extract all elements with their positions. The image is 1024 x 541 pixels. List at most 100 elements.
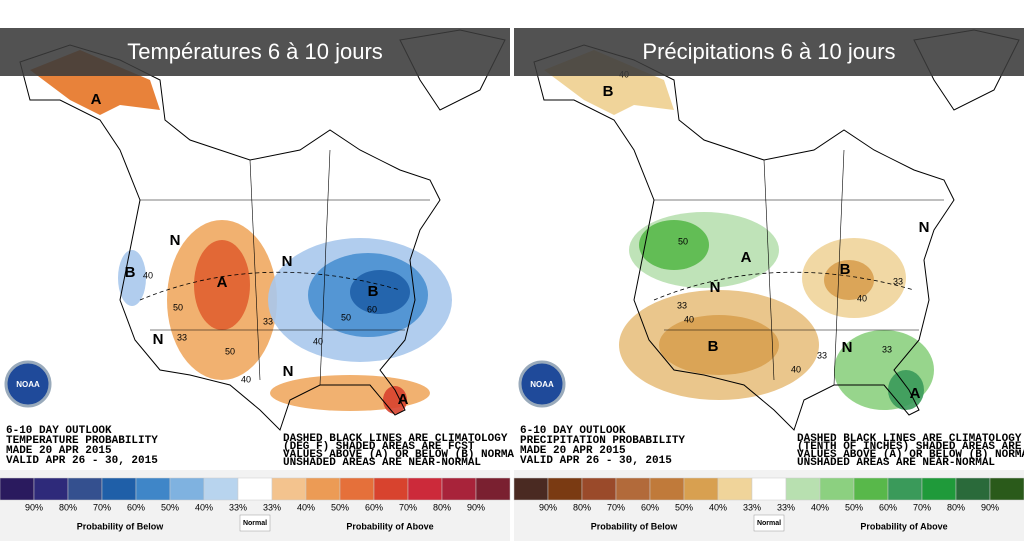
map-label: B xyxy=(708,338,719,355)
forecast-area xyxy=(194,240,250,330)
logo-text: NOAA xyxy=(16,380,40,389)
outlook-text: MADE 20 APR 2015 xyxy=(520,445,626,457)
panel: A A B B A N N N N 40 50 33 50 40 50 60 40 33 Températures … xyxy=(0,28,522,541)
legend-label: 60% xyxy=(127,502,145,512)
forecast-area xyxy=(824,260,874,300)
legend-label: 33% xyxy=(777,502,795,512)
note-text: (DEG F) SHADED AREAS ARE FCST xyxy=(283,441,475,453)
border xyxy=(319,149,331,386)
note-text: DASHED BLACK LINES ARE CLIMATOLOGY xyxy=(797,433,1022,445)
map-label: N xyxy=(919,219,930,236)
legend-swatch xyxy=(305,477,341,501)
legend-swatch xyxy=(717,477,753,501)
map-label: 50 xyxy=(173,302,183,312)
border xyxy=(833,149,845,386)
map-label: 33 xyxy=(177,332,187,342)
legend-caption: Normal xyxy=(757,520,781,527)
coastline xyxy=(533,44,955,431)
coastline xyxy=(19,44,441,431)
legend-label: 70% xyxy=(93,502,111,512)
map-label: N xyxy=(842,339,853,356)
title-banner xyxy=(514,28,1024,76)
legend-label: 80% xyxy=(573,502,591,512)
border xyxy=(249,159,261,381)
legend-label: 90% xyxy=(25,502,43,512)
map-label: B xyxy=(125,264,136,281)
outlook-text: MADE 20 APR 2015 xyxy=(6,445,112,457)
legend-swatch xyxy=(955,477,991,501)
map-label: 40 xyxy=(857,293,867,303)
title: Précipitations 6 à 10 jours xyxy=(642,39,895,64)
outlook-text: PRECIPITATION PROBABILITY xyxy=(520,435,685,447)
forecast-area xyxy=(659,315,779,375)
climatology-line xyxy=(653,271,915,301)
legend-swatch xyxy=(237,477,273,501)
map-label: N xyxy=(170,232,181,249)
legend-swatch xyxy=(169,477,205,501)
legend-swatch xyxy=(751,477,787,501)
map-label: 40 xyxy=(241,374,251,384)
legend-label: 70% xyxy=(399,502,417,512)
legend-label: 40% xyxy=(811,502,829,512)
forecast-area xyxy=(350,270,410,314)
map-label: 40 xyxy=(791,364,801,374)
map-label: 33 xyxy=(817,350,827,360)
legend-caption: Probability of Above xyxy=(346,521,433,531)
map-label: 60 xyxy=(367,304,377,314)
legend-label: 33% xyxy=(263,502,281,512)
legend-swatch xyxy=(339,477,375,501)
note-text: DASHED BLACK LINES ARE CLIMATOLOGY xyxy=(283,433,508,445)
legend-label: 60% xyxy=(365,502,383,512)
legend-label: 40% xyxy=(709,502,727,512)
map-label: N xyxy=(710,279,721,296)
map-label: N xyxy=(283,363,294,380)
legend-swatch xyxy=(853,477,889,501)
legend-caption: Normal xyxy=(243,520,267,527)
legend-swatch xyxy=(989,477,1024,501)
legend-caption: Probability of Above xyxy=(860,521,947,531)
legend-swatch xyxy=(615,477,651,501)
map-label: 33 xyxy=(882,344,892,354)
note-text: (TENTH OF INCHES) SHADED AREAS ARE FCST xyxy=(797,441,1024,453)
logo xyxy=(4,360,52,408)
legend-caption: Probability of Below xyxy=(591,521,679,531)
map-label: 50 xyxy=(225,346,235,356)
note-text: UNSHADED AREAS ARE NEAR-NORMAL xyxy=(283,457,481,469)
map-label: 40 xyxy=(143,270,153,280)
panel: B40ABBANNN4033504040333333Précipitations… xyxy=(513,0,1024,541)
map-label: 33 xyxy=(263,316,273,326)
legend-label: 60% xyxy=(641,502,659,512)
legend-swatch xyxy=(513,477,549,501)
legend-label: 33% xyxy=(229,502,247,512)
logo xyxy=(518,360,566,408)
legend-swatch xyxy=(0,477,35,501)
legend-caption: Probability of Below xyxy=(77,521,165,531)
map-label: 40 xyxy=(313,336,323,346)
normal-box xyxy=(239,514,271,532)
legend-swatch xyxy=(101,477,137,501)
forecast-area xyxy=(639,220,709,270)
outlook-text: 6-10 DAY OUTLOOK xyxy=(6,425,112,437)
legend-label: 50% xyxy=(161,502,179,512)
normal-box xyxy=(753,514,785,532)
legend-swatch xyxy=(475,477,511,501)
map-label: B xyxy=(603,83,614,100)
legend-swatch xyxy=(683,477,719,501)
legend-swatch xyxy=(649,477,685,501)
legend-swatch xyxy=(271,477,307,501)
legend-label: 50% xyxy=(675,502,693,512)
outlook-text: VALID APR 26 - 30, 2015 xyxy=(6,455,158,467)
map-label: B xyxy=(840,261,851,278)
legend-label: 33% xyxy=(743,502,761,512)
map-label: A xyxy=(910,385,921,402)
outlook-text: VALID APR 26 - 30, 2015 xyxy=(520,455,672,467)
map-label: 33 xyxy=(677,300,687,310)
note-text: VALUES ABOVE (A) OR BELOW (B) NORMAL xyxy=(283,449,521,461)
legend-swatch xyxy=(373,477,409,501)
legend-label: 40% xyxy=(297,502,315,512)
map-label: 33 xyxy=(893,276,903,286)
legend-swatch xyxy=(135,477,171,501)
legend-label: 90% xyxy=(539,502,557,512)
legend-swatch xyxy=(33,477,69,501)
